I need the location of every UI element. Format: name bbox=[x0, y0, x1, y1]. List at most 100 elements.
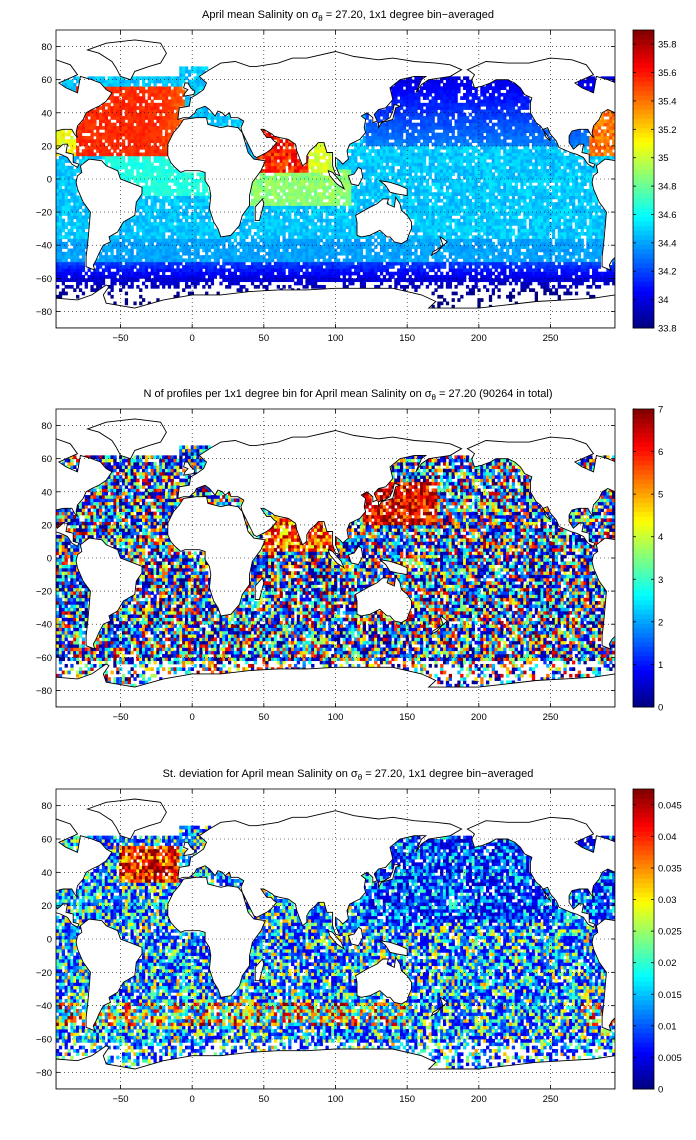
heatmap-cell bbox=[159, 241, 163, 246]
heatmap-cell bbox=[279, 241, 283, 246]
heatmap-cell bbox=[357, 268, 361, 273]
heatmap-cell bbox=[368, 248, 372, 253]
heatmap-cell bbox=[302, 231, 306, 236]
heatmap-cell bbox=[411, 215, 415, 220]
heatmap-cell bbox=[408, 278, 412, 283]
heatmap-cell bbox=[368, 198, 372, 203]
heatmap-cell bbox=[319, 215, 323, 220]
heatmap-cell bbox=[196, 268, 200, 273]
heatmap-cell bbox=[273, 215, 278, 220]
heatmap-cell bbox=[119, 175, 123, 180]
heatmap-cell bbox=[136, 106, 140, 110]
heatmap-cell bbox=[144, 202, 149, 206]
heatmap-cell bbox=[56, 195, 60, 200]
heatmap-cell bbox=[334, 251, 338, 256]
heatmap-cell bbox=[365, 175, 369, 180]
heatmap-cell bbox=[253, 222, 258, 226]
heatmap-cell bbox=[153, 109, 157, 114]
heatmap-cell bbox=[382, 192, 387, 196]
heatmap-cell bbox=[417, 175, 421, 180]
heatmap-cell bbox=[147, 79, 151, 84]
heatmap-cell bbox=[348, 238, 352, 243]
heatmap-cell bbox=[276, 172, 280, 177]
heatmap-cell bbox=[67, 182, 71, 187]
heatmap-cell bbox=[170, 202, 174, 206]
heatmap-cell bbox=[164, 241, 169, 246]
heatmap-cell bbox=[153, 268, 157, 273]
heatmap-cell bbox=[147, 152, 151, 157]
heatmap-cell bbox=[334, 212, 338, 216]
heatmap-cell bbox=[222, 275, 226, 279]
heatmap-cell bbox=[279, 265, 283, 269]
heatmap-cell bbox=[73, 139, 77, 143]
heatmap-cell bbox=[167, 212, 172, 216]
heatmap-cell bbox=[70, 139, 74, 143]
heatmap-cell bbox=[199, 109, 203, 114]
heatmap-cell bbox=[239, 222, 243, 226]
heatmap-cell bbox=[130, 278, 134, 283]
heatmap-cell bbox=[176, 268, 180, 273]
heatmap-cell bbox=[428, 159, 432, 163]
heatmap-cell bbox=[185, 275, 189, 279]
heatmap-cell bbox=[136, 165, 140, 170]
heatmap-cell bbox=[288, 169, 292, 173]
heatmap-cell bbox=[288, 205, 292, 210]
heatmap-cell bbox=[414, 238, 418, 243]
heatmap-cell bbox=[119, 109, 123, 114]
heatmap-cell bbox=[319, 169, 323, 173]
heatmap-cell bbox=[308, 202, 312, 206]
heatmap-cell bbox=[362, 268, 366, 273]
heatmap-cell bbox=[265, 179, 269, 183]
heatmap-cell bbox=[339, 192, 344, 196]
heatmap-cell bbox=[405, 255, 409, 259]
heatmap-cell bbox=[420, 192, 424, 196]
heatmap-cell bbox=[127, 79, 131, 84]
heatmap-cell bbox=[417, 241, 421, 246]
heatmap-cell bbox=[271, 198, 275, 203]
heatmap-cell bbox=[402, 119, 407, 124]
heatmap-cell bbox=[245, 215, 249, 220]
heatmap-cell bbox=[291, 261, 295, 266]
heatmap-cell bbox=[417, 106, 421, 110]
heatmap-cell bbox=[61, 271, 65, 276]
heatmap-cell bbox=[276, 275, 280, 279]
heatmap-cell bbox=[127, 172, 131, 177]
heatmap-cell bbox=[402, 149, 407, 153]
heatmap-cell bbox=[259, 248, 263, 253]
heatmap-cell bbox=[133, 92, 137, 97]
heatmap-cell bbox=[176, 188, 180, 193]
heatmap-cell bbox=[431, 155, 435, 160]
heatmap-cell bbox=[411, 96, 415, 100]
heatmap-cell bbox=[417, 135, 421, 140]
heatmap-cell bbox=[368, 271, 372, 276]
heatmap-cell bbox=[405, 119, 409, 124]
heatmap-cell bbox=[124, 291, 129, 296]
heatmap-cell bbox=[422, 175, 427, 180]
heatmap-cell bbox=[296, 169, 301, 173]
heatmap-cell bbox=[159, 261, 163, 266]
heatmap-cell bbox=[322, 205, 326, 210]
heatmap-cell bbox=[357, 275, 361, 279]
heatmap-cell bbox=[417, 284, 421, 289]
heatmap-cell bbox=[377, 231, 381, 236]
heatmap-cell bbox=[253, 278, 258, 283]
heatmap-cell bbox=[104, 109, 108, 114]
heatmap-cell bbox=[144, 172, 149, 177]
heatmap-cell bbox=[400, 165, 404, 170]
heatmap-cell bbox=[173, 116, 177, 120]
heatmap-cell bbox=[205, 106, 209, 110]
heatmap-cell bbox=[170, 225, 174, 230]
heatmap-cell bbox=[73, 258, 77, 263]
heatmap-cell bbox=[434, 251, 438, 256]
heatmap-cell bbox=[402, 99, 407, 104]
heatmap-cell bbox=[110, 248, 114, 253]
heatmap-cell bbox=[147, 149, 151, 153]
heatmap-cell bbox=[273, 182, 278, 187]
heatmap-cell bbox=[156, 188, 160, 193]
heatmap-cell bbox=[405, 185, 409, 190]
heatmap-cell bbox=[202, 198, 206, 203]
heatmap-cell bbox=[339, 245, 344, 249]
heatmap-cell bbox=[311, 241, 315, 246]
heatmap-cell bbox=[127, 135, 131, 140]
heatmap-cell bbox=[190, 258, 194, 263]
